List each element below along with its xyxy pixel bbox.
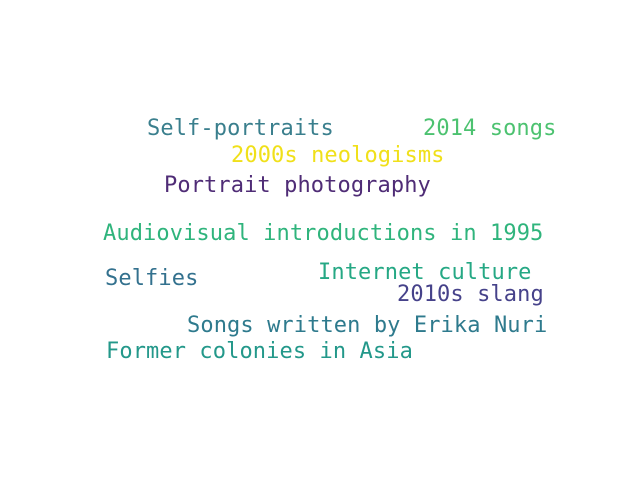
word-former-colonies-in-asia: Former colonies in Asia bbox=[106, 339, 413, 364]
word-internet-culture: Internet culture bbox=[318, 260, 532, 285]
word-audiovisual-introductions-1995: Audiovisual introductions in 1995 bbox=[103, 221, 544, 246]
word-songs-written-by-erika-nuri: Songs written by Erika Nuri bbox=[187, 313, 548, 338]
word-selfies: Selfies bbox=[105, 266, 199, 291]
word-2000s-neologisms: 2000s neologisms bbox=[231, 143, 445, 168]
word-portrait-photography: Portrait photography bbox=[164, 173, 431, 198]
word-2014-songs: 2014 songs bbox=[423, 116, 557, 141]
word-2010s-slang: 2010s slang bbox=[397, 282, 544, 307]
word-self-portraits: Self-portraits bbox=[147, 116, 334, 141]
